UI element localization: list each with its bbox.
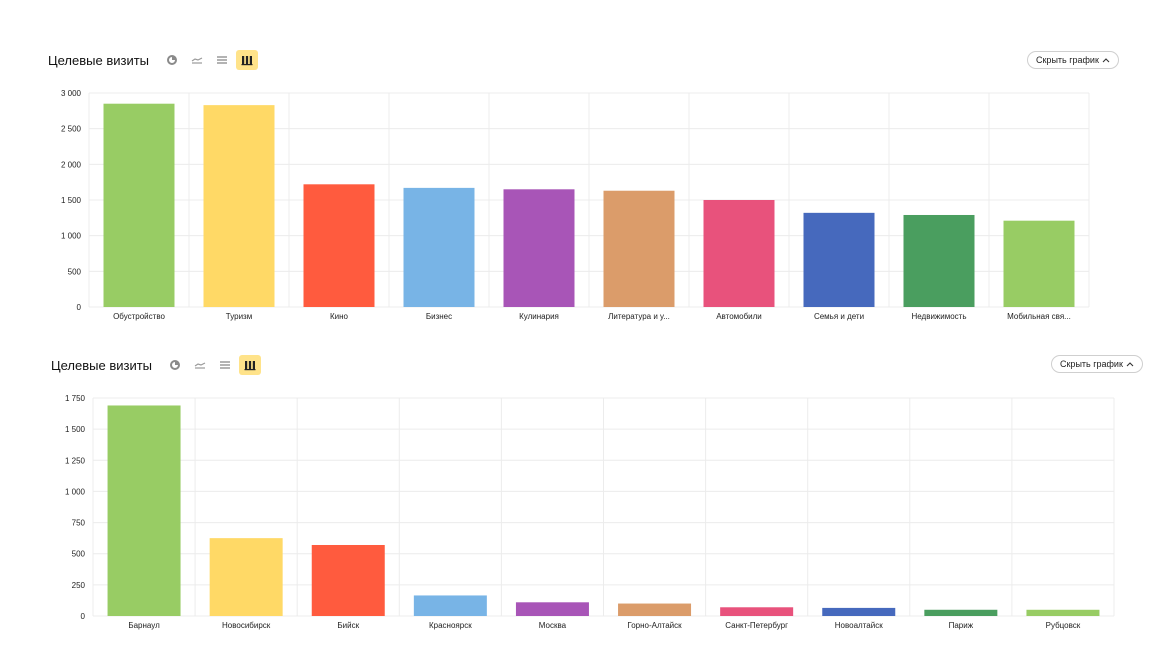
area-chart-icon[interactable]	[211, 50, 233, 70]
y-tick-label: 750	[72, 519, 86, 528]
bar[interactable]	[903, 214, 975, 307]
x-tick-label: Санкт-Петербург	[725, 621, 788, 630]
y-tick-label: 1 500	[61, 196, 82, 205]
x-tick-label: Москва	[539, 621, 567, 630]
bar[interactable]	[515, 602, 589, 616]
x-tick-label: Литература и у...	[608, 312, 670, 321]
x-tick-label: Новоалтайск	[835, 621, 883, 630]
x-tick-label: Туризм	[226, 312, 252, 321]
hide-chart-button[interactable]: Скрыть график	[1027, 51, 1119, 69]
y-tick-label: 250	[72, 581, 86, 590]
bar[interactable]	[103, 103, 175, 307]
chart-title: Целевые визиты	[51, 357, 153, 373]
y-tick-label: 3 000	[61, 89, 82, 98]
chart-header: Целевые визиты	[51, 355, 264, 375]
chevron-up-icon	[1102, 58, 1110, 63]
pie-chart-icon[interactable]	[161, 50, 183, 70]
bar[interactable]	[803, 212, 875, 307]
bar[interactable]	[209, 538, 283, 616]
x-tick-label: Недвижимость	[911, 312, 966, 321]
bar[interactable]	[618, 603, 692, 616]
bar[interactable]	[720, 607, 794, 616]
x-tick-label: Рубцовск	[1046, 621, 1081, 630]
line-chart-icon[interactable]	[186, 50, 208, 70]
x-tick-label: Париж	[949, 621, 974, 630]
bar[interactable]	[703, 200, 775, 307]
x-tick-label: Семья и дети	[814, 312, 864, 321]
bar[interactable]	[107, 405, 181, 616]
area-chart-icon[interactable]	[214, 355, 236, 375]
pie-chart-icon[interactable]	[164, 355, 186, 375]
hide-chart-label: Скрыть график	[1036, 55, 1099, 65]
x-tick-label: Мобильная свя...	[1007, 312, 1071, 321]
bar-chart-icon[interactable]	[239, 355, 262, 375]
y-tick-label: 0	[77, 303, 82, 312]
x-tick-label: Автомобили	[716, 312, 762, 321]
bar[interactable]	[311, 544, 385, 616]
bar-chart-icon[interactable]	[236, 50, 259, 70]
y-tick-label: 1 000	[61, 232, 82, 241]
line-chart-icon[interactable]	[189, 355, 211, 375]
bar[interactable]	[1026, 609, 1100, 616]
x-tick-label: Кино	[330, 312, 349, 321]
y-tick-label: 1 750	[65, 394, 86, 403]
bar[interactable]	[203, 105, 275, 307]
bar[interactable]	[924, 609, 998, 616]
x-tick-label: Новосибирск	[222, 621, 271, 630]
y-tick-label: 1 250	[65, 456, 86, 465]
bar[interactable]	[403, 187, 475, 307]
x-tick-label: Барнаул	[128, 621, 160, 630]
chart-title: Целевые визиты	[48, 52, 150, 68]
x-tick-label: Бизнес	[426, 312, 452, 321]
y-tick-label: 1 500	[65, 425, 86, 434]
bar-chart: 0 500 1 000 1 500 2 000 2 500 3 000 Обустройств…	[61, 89, 1090, 321]
y-tick-label: 1 000	[65, 487, 86, 496]
y-tick-label: 2 500	[61, 125, 82, 134]
y-tick-label: 500	[72, 550, 86, 559]
x-tick-label: Кулинария	[519, 312, 559, 321]
x-tick-label: Бийск	[337, 621, 359, 630]
chart-header: Целевые визиты	[48, 50, 261, 70]
x-tick-label: Красноярск	[429, 621, 472, 630]
y-tick-label: 0	[81, 612, 86, 621]
x-tick-label: Обустройство	[113, 312, 165, 321]
bar[interactable]	[503, 189, 575, 307]
y-tick-label: 2 000	[61, 160, 82, 169]
bar[interactable]	[603, 190, 675, 307]
x-tick-label: Горно-Алтайск	[627, 621, 682, 630]
bar[interactable]	[1003, 220, 1075, 307]
hide-chart-button[interactable]: Скрыть график	[1051, 355, 1143, 373]
chevron-up-icon	[1126, 362, 1134, 367]
bar[interactable]	[303, 184, 375, 307]
y-tick-label: 500	[68, 267, 82, 276]
bar[interactable]	[822, 607, 896, 616]
bar[interactable]	[413, 595, 487, 616]
hide-chart-label: Скрыть график	[1060, 359, 1123, 369]
